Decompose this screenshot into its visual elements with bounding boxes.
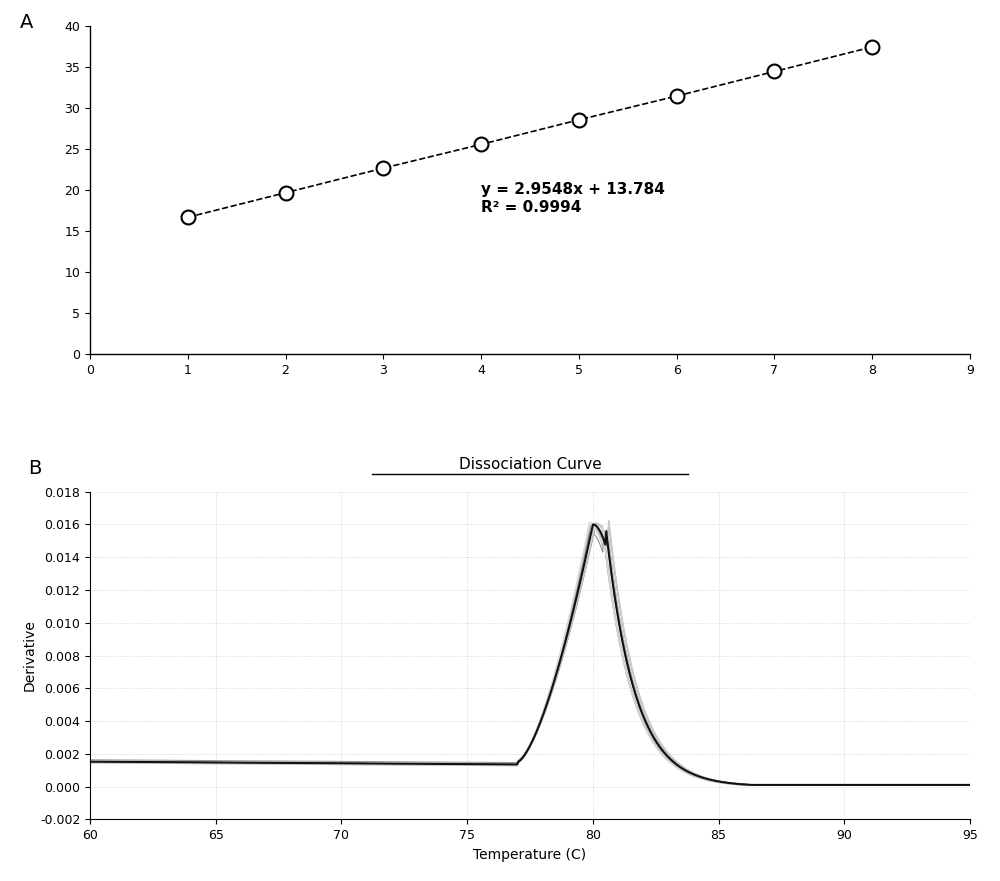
Text: B: B [28,459,42,478]
Y-axis label: Derivative: Derivative [23,619,37,692]
Text: A: A [20,13,33,33]
X-axis label: Temperature (C): Temperature (C) [473,848,587,862]
Text: Dissociation Curve: Dissociation Curve [459,457,601,472]
Text: y = 2.9548x + 13.784
R² = 0.9994: y = 2.9548x + 13.784 R² = 0.9994 [481,182,665,215]
